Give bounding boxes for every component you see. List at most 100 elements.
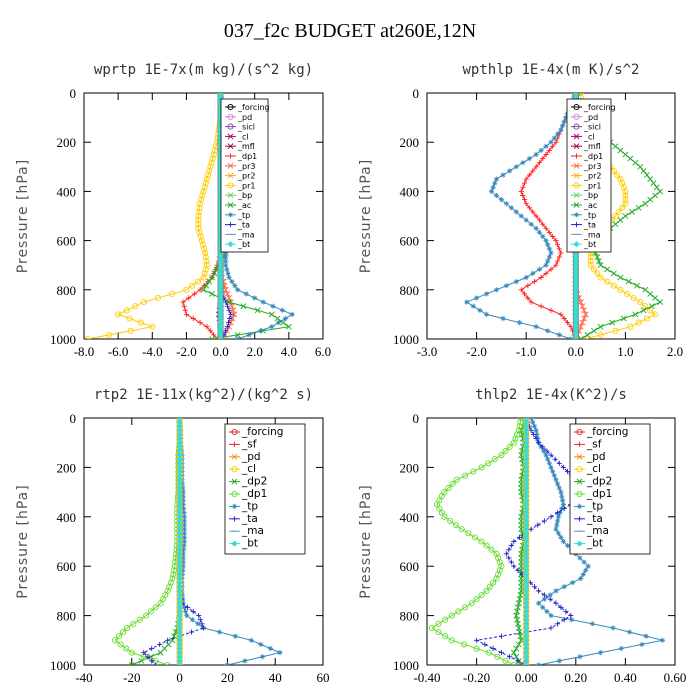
data-point [543, 262, 549, 268]
legend-item: _dp1 [229, 488, 267, 500]
legend-item: _tp [571, 211, 596, 220]
data-point [604, 278, 611, 285]
data-point [448, 637, 455, 644]
data-point [277, 650, 283, 656]
x-tick-label: -0.40 [413, 670, 440, 685]
data-point [211, 332, 217, 338]
legend-label: _pd [241, 451, 261, 463]
legend-marker [227, 212, 234, 218]
data-point [515, 658, 521, 664]
data-point [270, 303, 276, 309]
legend-item: _sicl [225, 123, 255, 132]
data-point [228, 311, 234, 317]
data-point [516, 423, 523, 430]
data-point [428, 624, 436, 632]
data-point [590, 266, 598, 273]
y-tick-label: 200 [57, 135, 77, 150]
legend-label: _pr1 [237, 181, 255, 190]
legend-label: _tp [586, 500, 603, 512]
data-point [630, 294, 637, 302]
data-point [498, 563, 505, 570]
legend-item: _forcing [571, 103, 616, 112]
data-point [587, 258, 594, 265]
data-point [627, 155, 634, 162]
data-point [650, 180, 657, 187]
data-point [119, 629, 127, 636]
data-point [518, 517, 525, 524]
data-point [535, 522, 541, 528]
legend-marker [231, 466, 238, 473]
data-point [619, 180, 626, 187]
data-point [203, 176, 210, 183]
legend-marker [573, 162, 580, 169]
data-point [617, 217, 624, 224]
data-point [523, 661, 530, 665]
data-point [559, 123, 566, 129]
data-point [147, 608, 154, 615]
legend-label: _bp [583, 191, 598, 200]
data-point [516, 534, 523, 540]
data-point [186, 295, 192, 301]
data-point [526, 156, 533, 162]
data-point [473, 645, 480, 652]
data-point [546, 147, 552, 153]
data-point [652, 295, 659, 301]
data-point [201, 270, 208, 277]
data-point [528, 299, 534, 305]
data-point [518, 480, 525, 487]
data-point [181, 534, 187, 540]
data-point [149, 658, 155, 664]
data-point [203, 282, 210, 289]
legend-item: _ta [225, 221, 250, 230]
data-point [622, 196, 629, 203]
data-point [554, 522, 560, 528]
data-point [257, 328, 264, 334]
data-point [610, 282, 617, 289]
x-tick-label: -4.0 [142, 344, 163, 359]
data-point [195, 221, 202, 228]
data-point [634, 282, 640, 289]
legend-marker [573, 182, 580, 189]
data-point [536, 588, 542, 594]
data-point [223, 250, 229, 256]
x-tick-label: 2.0 [667, 344, 683, 359]
data-point [598, 650, 604, 656]
data-point [493, 575, 500, 582]
data-point [622, 200, 629, 207]
data-point [180, 567, 186, 573]
data-point [620, 315, 627, 322]
legend-item: _pr2 [571, 172, 601, 181]
data-point [181, 518, 187, 524]
x-tick-label: 1.0 [617, 344, 633, 359]
legend-marker [576, 441, 583, 447]
x-tick-label: 0 [176, 670, 183, 685]
data-point [209, 336, 215, 339]
legend-item: _pd [574, 451, 606, 463]
data-point [556, 460, 562, 466]
data-point [140, 299, 147, 306]
data-point [268, 311, 275, 318]
panel-title: rtp2 1E-11x(kg^2)/(kg^2 s) [94, 387, 313, 403]
data-point [640, 307, 647, 314]
data-point [116, 633, 123, 640]
data-point [555, 131, 561, 137]
legend-box [569, 423, 651, 555]
data-point [201, 184, 208, 191]
x-tick-label: 20 [221, 670, 234, 685]
data-point [578, 575, 584, 582]
legend-item: _pd [225, 113, 252, 122]
data-point [510, 439, 517, 446]
data-point [518, 555, 525, 561]
legend-marker [227, 113, 234, 120]
data-point [556, 485, 562, 491]
data-point [259, 654, 266, 660]
data-point [534, 431, 540, 438]
data-point [231, 311, 238, 318]
data-point [536, 229, 543, 235]
data-point [282, 315, 289, 322]
legend-item: _ac [225, 201, 251, 210]
x-tick-label: 0.60 [664, 670, 687, 685]
legend-marker [576, 516, 583, 522]
legend-label: _cl [237, 132, 249, 141]
